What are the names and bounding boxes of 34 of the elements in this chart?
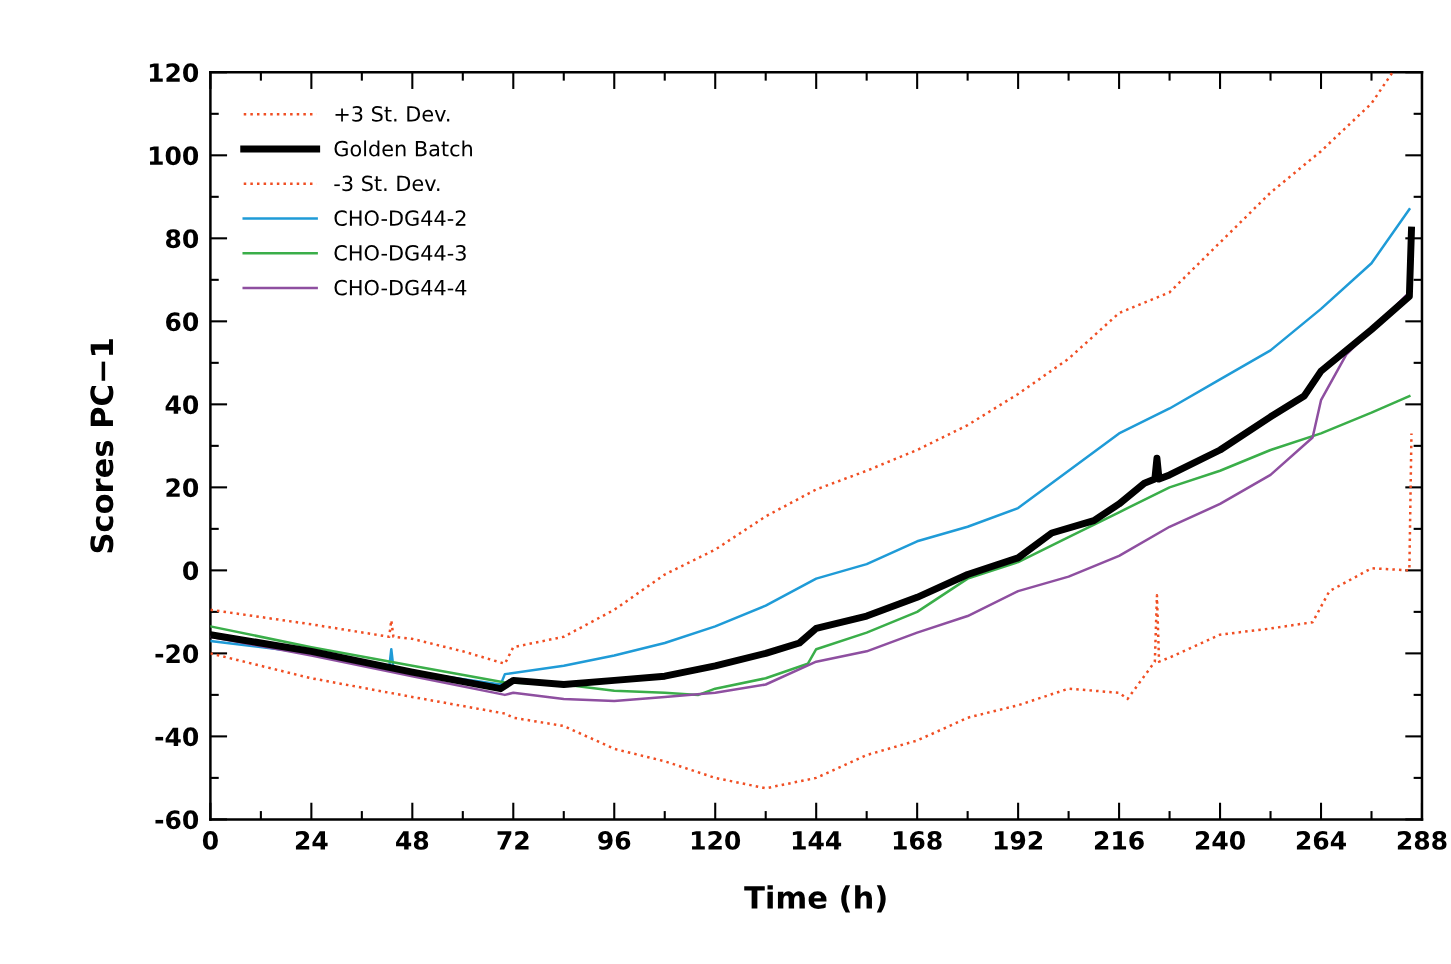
y-tick-label: 80: [166, 229, 199, 249]
y-tick-label: 0: [183, 561, 199, 581]
y-tick-label: 120: [149, 63, 199, 83]
line-series: [210, 394, 1411, 697]
y-tick-label: 60: [166, 312, 199, 332]
x-tick-label: 216: [1094, 830, 1144, 850]
legend-label: CHO-DG44-2: [334, 210, 466, 226]
legend-label: CHO-DG44-4: [334, 279, 467, 296]
x-tick-label: 264: [1296, 830, 1346, 850]
x-axis-title: Time (h): [744, 885, 886, 913]
legend-label: +3 St. Dev.: [335, 106, 450, 122]
x-tick-label: 24: [295, 830, 328, 850]
x-tick-label: 48: [396, 830, 429, 850]
line-series: [210, 72, 1394, 665]
y-tick-label: 20: [166, 478, 199, 498]
x-tick-label: 120: [691, 830, 741, 850]
x-tick-label: 192: [994, 830, 1043, 850]
legend-label: CHO-DG44-3: [334, 244, 466, 261]
y-tick-label: -40: [155, 727, 199, 747]
y-tick-label: 100: [149, 146, 199, 166]
legend-label: -3 St. Dev.: [334, 175, 440, 192]
y-axis-title: Scores PC−1: [90, 339, 114, 553]
x-tick-label: 288: [1397, 830, 1447, 850]
x-tick-label: 168: [893, 830, 942, 850]
x-tick-label: 240: [1195, 830, 1245, 850]
x-tick-label: 72: [497, 830, 529, 850]
x-tick-label: 96: [598, 830, 631, 850]
x-tick-label: 144: [792, 831, 842, 850]
y-tick-label: -60: [155, 810, 199, 830]
y-tick-label: -20: [155, 644, 199, 664]
line-series: [210, 432, 1413, 790]
x-tick-label: 0: [202, 830, 218, 850]
y-tick-label: 40: [165, 395, 199, 415]
legend-label: Golden Batch: [334, 140, 472, 157]
